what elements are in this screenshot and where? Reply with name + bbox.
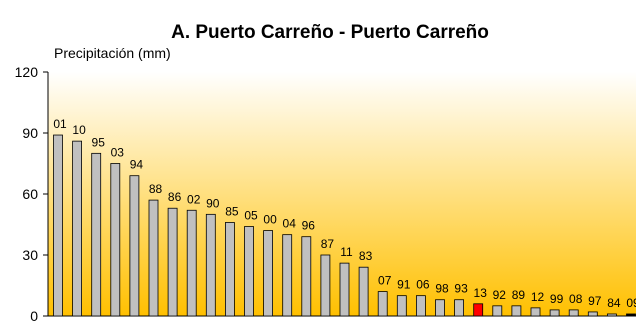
bar-label-88: 88: [149, 182, 163, 196]
bar-04: [282, 234, 293, 317]
bar-label-09: 09: [626, 296, 636, 310]
bar-89: [511, 305, 522, 317]
bar-label-10: 10: [72, 123, 86, 137]
y-tick-label: 90: [22, 125, 38, 141]
y-tick-label: 30: [22, 247, 38, 263]
bar-98: [435, 299, 445, 317]
bar-label-02: 02: [187, 192, 201, 206]
bar-label-06: 06: [416, 278, 430, 292]
bar-label-96: 96: [302, 219, 316, 233]
bar-06: [415, 295, 426, 317]
bar-92: [492, 305, 503, 317]
bar-label-04: 04: [283, 217, 297, 231]
bar-07: [377, 291, 388, 317]
bar-99: [549, 309, 560, 317]
bar-label-05: 05: [244, 209, 258, 223]
bar-95: [91, 152, 102, 317]
bar-86: [167, 207, 178, 317]
bar-01: [53, 134, 63, 317]
bar-label-91: 91: [397, 278, 411, 292]
bar-label-11: 11: [340, 245, 353, 259]
bars: [53, 134, 636, 317]
bar-05: [244, 226, 254, 317]
bar-label-01: 01: [53, 117, 67, 131]
bar-00: [263, 230, 274, 317]
bar-label-85: 85: [225, 204, 239, 218]
bar-label-90: 90: [206, 196, 220, 210]
bar-03: [110, 163, 121, 317]
bar-90: [205, 213, 216, 317]
bar-label-86: 86: [168, 190, 182, 204]
bar-label-94: 94: [130, 158, 144, 172]
bar-11: [339, 262, 350, 317]
bar-label-13: 13: [474, 286, 488, 300]
bar-label-12: 12: [531, 290, 545, 304]
y-tick-label: 60: [22, 186, 38, 202]
bar-label-00: 00: [263, 213, 277, 227]
bar-83: [358, 266, 369, 317]
bar-94: [129, 175, 140, 317]
bar-label-84: 84: [607, 296, 621, 310]
bar-97: [587, 311, 598, 317]
bar-91: [396, 295, 407, 317]
bar-label-08: 08: [569, 292, 583, 306]
bar-label-99: 99: [550, 292, 564, 306]
bar-label-83: 83: [359, 249, 373, 263]
bar-label-03: 03: [111, 146, 125, 160]
bar-96: [301, 236, 312, 317]
bar-13: [473, 303, 484, 317]
bar-label-98: 98: [435, 282, 449, 296]
chart-title: A. Puerto Carreño - Puerto Carreño: [171, 22, 489, 43]
bar-label-92: 92: [493, 288, 507, 302]
bar-label-93: 93: [454, 282, 468, 296]
bar-84: [607, 313, 617, 317]
bar-09: [626, 313, 636, 317]
bar-88: [148, 199, 159, 317]
bar-label-95: 95: [92, 135, 106, 149]
bar-85: [224, 222, 235, 317]
bar-label-97: 97: [588, 294, 602, 308]
y-tick-label: 120: [15, 64, 39, 80]
bar-label-87: 87: [321, 237, 335, 251]
bar-labels: 01 10 95 03 94 88 86 02 90 85 05 00 04 96 87 11 83 07 91 06…: [53, 117, 636, 310]
bar-93: [454, 299, 465, 317]
bar-label-07: 07: [378, 274, 392, 288]
bar-10: [72, 140, 82, 317]
y-axis-label: Precipitación (mm): [54, 45, 171, 61]
bar-label-89: 89: [512, 288, 526, 302]
y-tick-label: 0: [30, 308, 38, 324]
bar-87: [320, 254, 331, 317]
bar-08: [568, 309, 579, 317]
bar-12: [530, 307, 541, 317]
bar-02: [186, 209, 197, 317]
